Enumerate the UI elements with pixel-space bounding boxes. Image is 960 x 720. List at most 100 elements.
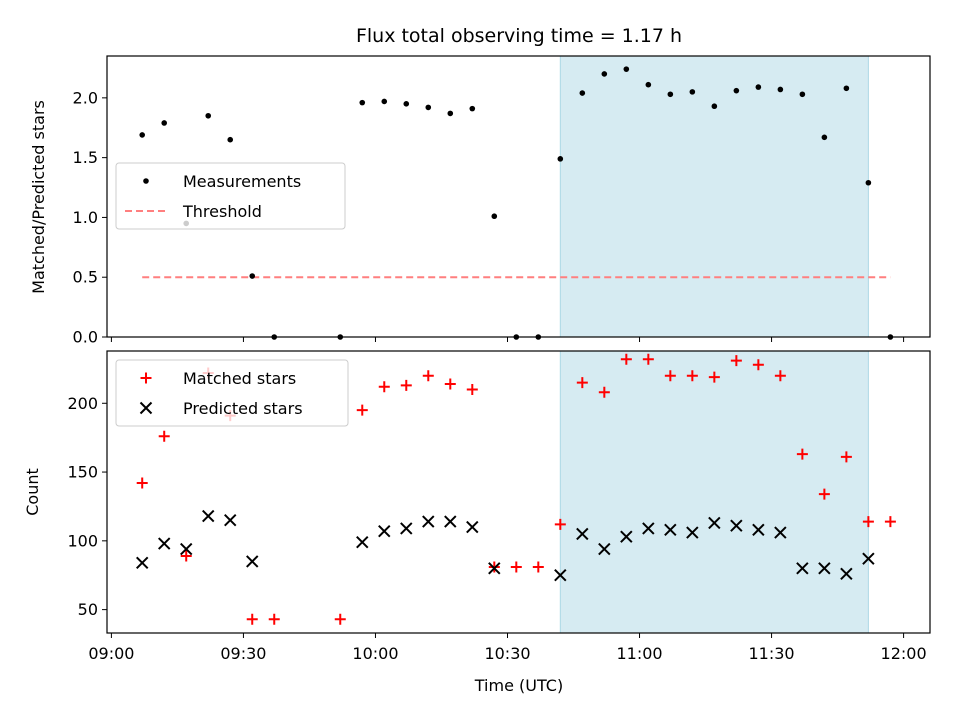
matched-star-point — [180, 550, 192, 562]
legend-predicted-marker — [139, 401, 153, 415]
x-tick-label: 10:30 — [484, 644, 530, 663]
measurement-point — [755, 84, 762, 90]
matched-star-point — [862, 516, 874, 528]
x-tick-label: 12:00 — [881, 644, 927, 663]
measurement-point — [161, 120, 168, 126]
matched-star-point — [774, 370, 786, 382]
measurement-point — [777, 86, 784, 93]
predicted-star-point — [818, 562, 831, 575]
predicted-star-point — [862, 552, 875, 565]
matched-star-point — [466, 384, 478, 396]
count-observing-window — [559, 350, 869, 634]
matched-star-point — [620, 353, 632, 365]
measurement-point — [359, 99, 366, 106]
matched-star-point — [598, 386, 610, 398]
matched-star-point — [818, 488, 830, 500]
predicted-star-point — [136, 556, 149, 570]
measurement-point — [865, 179, 872, 186]
measurement-point — [557, 156, 564, 162]
measurement-point — [645, 81, 652, 88]
measurement-point — [447, 110, 454, 117]
predicted-star-point — [378, 524, 391, 538]
predicted-star-point — [840, 567, 853, 581]
matched-star-point — [444, 378, 456, 390]
ratio-y-tick-label: 0.5 — [73, 268, 98, 287]
matched-star-point — [796, 448, 808, 460]
predicted-star-point — [400, 522, 413, 535]
x-tick-label: 09:00 — [88, 644, 134, 663]
matched-star-point — [268, 613, 280, 625]
predicted-star-point — [576, 527, 589, 541]
matched-star-point — [840, 451, 852, 463]
predicted-star-point — [620, 530, 633, 543]
predicted-star-point — [356, 536, 369, 549]
count-panel: 50 100 150 200 09:00 09:30 10:00 10:30 11:00 11:3… — [67, 350, 931, 663]
predicted-star-point — [488, 562, 501, 575]
measurement-point — [799, 91, 806, 98]
matched-star-point — [356, 404, 368, 416]
predicted-star-point — [422, 515, 435, 528]
measurement-point — [601, 71, 608, 77]
measurement-point — [579, 90, 586, 96]
ratio-y-tick-label: 1.0 — [73, 208, 98, 227]
legend-matched-marker — [140, 372, 152, 384]
matched-star-point — [422, 370, 434, 382]
predicted-star-point — [730, 519, 743, 532]
predicted-star-point — [158, 537, 171, 550]
ratio-y-tick-label: 0.0 — [73, 328, 98, 347]
measurement-point — [249, 273, 256, 279]
measurement-point — [711, 103, 718, 110]
x-tick-label: 11:00 — [616, 644, 662, 663]
matched-star-point — [752, 359, 764, 371]
matched-star-point — [136, 477, 148, 489]
measurement-point — [821, 134, 828, 141]
matched-star-point — [378, 381, 390, 393]
y-axis-label-ratio: Matched/Predicted stars — [29, 100, 48, 294]
ratio-y-tick-label: 1.5 — [73, 148, 98, 167]
predicted-star-point — [246, 555, 259, 568]
matched-star-point — [246, 613, 258, 625]
matched-star-point — [642, 353, 654, 365]
count-y-tick-label: 100 — [67, 531, 98, 550]
predicted-star-point — [554, 569, 567, 582]
measurement-point — [623, 66, 630, 72]
chart-title: Flux total observing time = 1.17 h — [356, 25, 682, 47]
x-tick-label: 10:00 — [352, 644, 398, 663]
measurement-point — [227, 136, 234, 143]
x-tick-label: 11:30 — [749, 644, 795, 663]
predicted-star-point — [664, 523, 677, 537]
matched-star-point — [334, 613, 346, 625]
measurement-point — [205, 112, 212, 119]
predicted-star-point — [796, 562, 809, 575]
predicted-star-point — [202, 509, 215, 523]
count-legend-label: Predicted stars — [183, 399, 303, 418]
measurement-point — [139, 132, 146, 138]
ratio-y-tick-label: 2.0 — [73, 88, 98, 107]
ratio-axes-frame — [106, 55, 931, 338]
predicted-star-point — [180, 542, 193, 556]
measurement-point — [381, 98, 388, 105]
measurement-point — [667, 91, 674, 98]
measurement-point — [733, 87, 740, 94]
x-axis-label: Time (UTC) — [474, 676, 563, 695]
measurement-point — [425, 104, 432, 111]
count-axes-frame — [106, 350, 931, 634]
matched-star-point — [708, 371, 720, 383]
legend-measurements-marker — [143, 178, 149, 184]
measurement-point — [491, 213, 498, 220]
predicted-star-point — [224, 513, 237, 527]
count-legend-box — [115, 359, 349, 427]
predicted-star-point — [466, 520, 479, 534]
predicted-star-point — [686, 526, 699, 539]
ratio-legend-box — [115, 162, 346, 230]
measurement-point — [843, 85, 850, 92]
matched-star-point — [554, 518, 566, 530]
measurement-point — [469, 105, 476, 112]
count-y-tick-label: 150 — [67, 463, 98, 482]
predicted-star-point — [444, 515, 457, 528]
ratio-legend-label: Threshold — [182, 202, 262, 221]
predicted-star-point — [708, 516, 721, 530]
matched-star-point — [884, 516, 896, 528]
matched-star-point — [576, 377, 588, 389]
